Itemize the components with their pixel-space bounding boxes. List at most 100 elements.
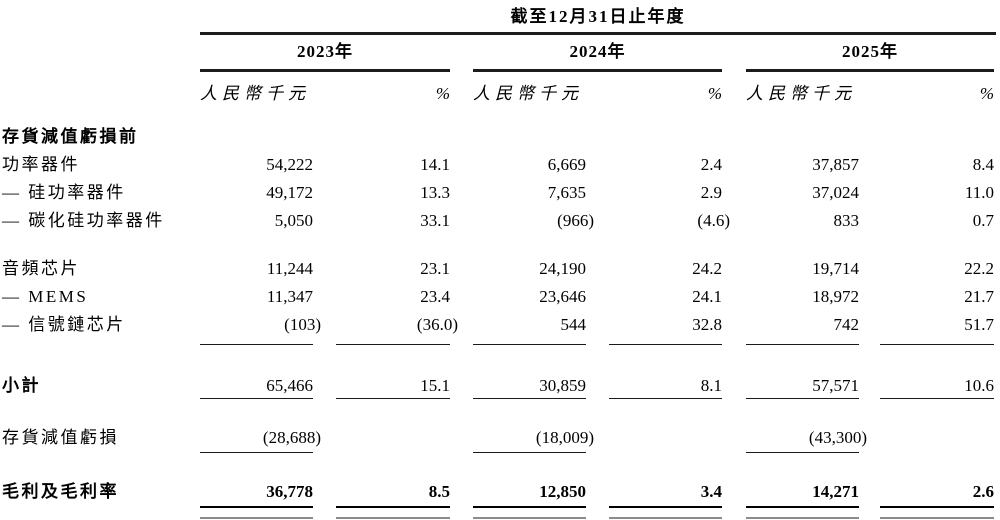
amount-2023: 54,222 <box>266 155 313 174</box>
divider <box>473 398 586 399</box>
amount-2024: 24,190 <box>539 259 586 278</box>
percent-2025: 51.7 <box>964 315 994 334</box>
percent-header-2023: % <box>435 84 450 103</box>
amount-2023: 5,050 <box>274 211 313 230</box>
percent-2023: (36.0) <box>416 315 458 334</box>
amount-header-2025: 人民幣千元 <box>746 84 856 103</box>
percent-2024: 24.1 <box>692 287 722 306</box>
table-row: 音頻芯片 11,244 23.1 24,190 24.2 19,714 22.2 <box>0 259 994 278</box>
double-divider <box>473 506 586 519</box>
amount-2025: (43,300) <box>808 428 867 447</box>
double-divider <box>880 506 994 519</box>
amount-2024: 12,850 <box>539 482 586 501</box>
amount-2023: 11,244 <box>266 259 313 278</box>
amount-2024: 6,669 <box>547 155 586 174</box>
divider <box>746 452 859 453</box>
table-period-title: 截至12月31日止年度 <box>510 7 686 26</box>
percent-2024: 32.8 <box>692 315 722 334</box>
amount-2023: (103) <box>284 315 321 334</box>
row-label: 音頻芯片 <box>2 259 80 278</box>
total-row: 毛利及毛利率 36,778 8.5 12,850 3.4 14,271 2.6 <box>0 482 994 501</box>
divider <box>609 344 722 345</box>
percent-2023: 8.5 <box>428 482 450 501</box>
divider-row <box>0 506 994 519</box>
percent-2024: 8.1 <box>700 376 722 395</box>
divider <box>746 344 859 345</box>
amount-2024: 30,859 <box>539 376 586 395</box>
percent-2025: 21.7 <box>964 287 994 306</box>
amount-2025: 742 <box>833 315 860 334</box>
divider <box>473 452 586 453</box>
amount-2025: 19,714 <box>812 259 859 278</box>
row-label: — 信號鏈芯片 <box>2 315 126 334</box>
double-divider <box>746 506 859 519</box>
percent-2024: 2.4 <box>700 155 722 174</box>
amount-2025: 57,571 <box>812 376 859 395</box>
percent-2023: 23.4 <box>420 287 450 306</box>
amount-2024: (966) <box>557 211 594 230</box>
table-row: 存貨減值虧損前 <box>0 127 994 146</box>
row-label: 小計 <box>2 376 41 395</box>
row-label: — 碳化硅功率器件 <box>2 211 165 230</box>
percent-2024: 3.4 <box>700 482 722 501</box>
table-row: 存貨減值虧損 (28,688) (18,009) (43,300) <box>0 428 994 447</box>
divider-year-2025 <box>746 69 994 72</box>
divider <box>880 344 994 345</box>
divider <box>473 344 586 345</box>
amount-2024: (18,009) <box>535 428 594 447</box>
percent-2025: 0.7 <box>972 211 994 230</box>
table-row: — 碳化硅功率器件 5,050 33.1 (966) (4.6) 833 0.7 <box>0 211 994 230</box>
amount-2025: 833 <box>833 211 860 230</box>
amount-2023: 65,466 <box>266 376 313 395</box>
column-header-row: 人民幣千元 % 人民幣千元 % 人民幣千元 % <box>0 84 994 103</box>
amount-2025: 18,972 <box>812 287 859 306</box>
table-row: — 硅功率器件 49,172 13.3 7,635 2.9 37,024 11.… <box>0 183 994 202</box>
divider <box>880 398 994 399</box>
percent-2023: 23.1 <box>420 259 450 278</box>
subtotal-row: 小計 65,466 15.1 30,859 8.1 57,571 10.6 <box>0 376 994 395</box>
amount-2023: 11,347 <box>266 287 313 306</box>
percent-2025: 8.4 <box>972 155 994 174</box>
percent-2025: 11.0 <box>964 183 994 202</box>
divider-year-2024 <box>473 69 722 72</box>
amount-header-2023: 人民幣千元 <box>200 84 310 103</box>
divider <box>200 344 313 345</box>
divider <box>200 452 313 453</box>
percent-2024: 2.9 <box>700 183 722 202</box>
percent-2025: 2.6 <box>972 482 994 501</box>
row-label: 存貨減值虧損 <box>2 428 119 447</box>
row-label: 毛利及毛利率 <box>2 482 119 501</box>
year-2025-header: 2025年 <box>842 42 898 61</box>
divider <box>336 344 450 345</box>
row-label: — MEMS <box>2 287 89 306</box>
double-divider <box>609 506 722 519</box>
amount-2023: (28,688) <box>262 428 321 447</box>
table-row: — MEMS 11,347 23.4 23,646 24.1 18,972 21… <box>0 287 994 306</box>
row-label: 功率器件 <box>2 155 80 174</box>
percent-2024: 24.2 <box>692 259 722 278</box>
amount-2024: 23,646 <box>539 287 586 306</box>
divider <box>336 398 450 399</box>
divider <box>609 398 722 399</box>
amount-2025: 14,271 <box>812 482 859 501</box>
amount-2024: 544 <box>560 315 587 334</box>
divider-top <box>200 32 996 35</box>
divider <box>746 398 859 399</box>
amount-2023: 36,778 <box>266 482 313 501</box>
amount-2024: 7,635 <box>547 183 586 202</box>
row-label: — 硅功率器件 <box>2 183 126 202</box>
divider <box>200 398 313 399</box>
table-row: — 信號鏈芯片 (103) (36.0) 544 32.8 742 51.7 <box>0 315 994 334</box>
percent-2023: 33.1 <box>420 211 450 230</box>
double-divider <box>200 506 313 519</box>
divider-row <box>0 452 994 453</box>
percent-2025: 22.2 <box>964 259 994 278</box>
divider-row <box>0 344 994 345</box>
table-row: 功率器件 54,222 14.1 6,669 2.4 37,857 8.4 <box>0 155 994 174</box>
amount-2025: 37,857 <box>812 155 859 174</box>
percent-2025: 10.6 <box>964 376 994 395</box>
amount-2025: 37,024 <box>812 183 859 202</box>
amount-2023: 49,172 <box>266 183 313 202</box>
percent-2024: (4.6) <box>697 211 730 230</box>
